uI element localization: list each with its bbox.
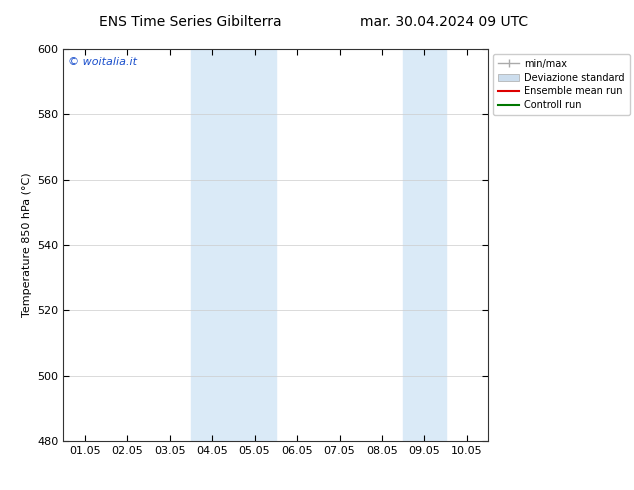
Y-axis label: Temperature 850 hPa (°C): Temperature 850 hPa (°C) [22, 172, 32, 318]
Bar [233, 49, 276, 441]
Text: mar. 30.04.2024 09 UTC: mar. 30.04.2024 09 UTC [359, 15, 528, 29]
Legend: min/max, Deviazione standard, Ensemble mean run, Controll run: min/max, Deviazione standard, Ensemble m… [493, 54, 630, 115]
Bar [403, 49, 446, 441]
Bar [191, 49, 233, 441]
Text: ENS Time Series Gibilterra: ENS Time Series Gibilterra [99, 15, 281, 29]
Text: © woitalia.it: © woitalia.it [68, 57, 137, 67]
